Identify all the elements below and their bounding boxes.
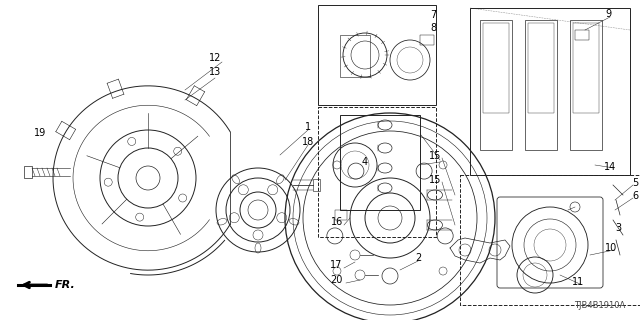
- Text: FR.: FR.: [55, 280, 76, 290]
- Text: 12: 12: [209, 53, 221, 63]
- Bar: [420, 35, 434, 45]
- Text: 9: 9: [605, 9, 611, 19]
- Bar: [335, 210, 347, 220]
- Bar: [528, 23, 554, 113]
- Bar: [573, 23, 599, 113]
- Text: 10: 10: [605, 243, 617, 253]
- Text: 15: 15: [429, 175, 441, 185]
- Text: 7: 7: [430, 10, 436, 20]
- Bar: [575, 30, 589, 40]
- Text: 18: 18: [302, 137, 314, 147]
- Text: 11: 11: [572, 277, 584, 287]
- Text: 1: 1: [305, 122, 311, 132]
- Text: 16: 16: [331, 217, 343, 227]
- Text: 8: 8: [430, 23, 436, 33]
- Bar: [525, 20, 557, 150]
- Bar: [483, 23, 509, 113]
- Bar: [340, 115, 420, 210]
- Text: 3: 3: [615, 223, 621, 233]
- Text: 14: 14: [604, 162, 616, 172]
- Bar: [318, 5, 436, 105]
- Bar: [318, 107, 436, 237]
- Text: 6: 6: [632, 191, 638, 201]
- Bar: [570, 20, 602, 150]
- Bar: [24, 166, 32, 178]
- Text: TJB4B1910A: TJB4B1910A: [573, 301, 625, 310]
- Bar: [340, 35, 370, 77]
- Bar: [480, 20, 512, 150]
- Bar: [460, 175, 640, 305]
- Text: 20: 20: [330, 275, 342, 285]
- Text: 13: 13: [209, 67, 221, 77]
- Text: 2: 2: [415, 253, 421, 263]
- Text: 5: 5: [632, 178, 638, 188]
- Text: 4: 4: [362, 157, 368, 167]
- Text: 15: 15: [429, 151, 441, 161]
- Bar: [313, 179, 320, 191]
- Text: 17: 17: [330, 260, 342, 270]
- Text: 19: 19: [34, 128, 46, 138]
